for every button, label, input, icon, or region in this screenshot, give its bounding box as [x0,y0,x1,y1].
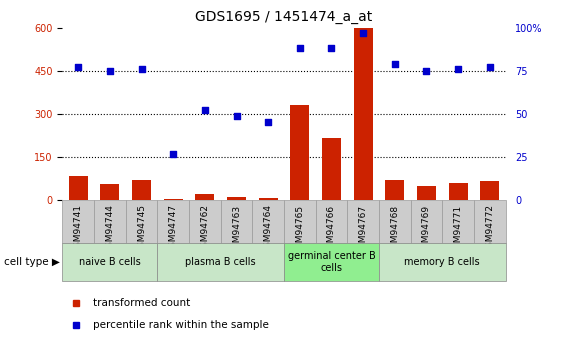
Bar [290,105,310,200]
Bar [94,200,126,243]
Bar [379,200,411,243]
Point [390,61,399,67]
Bar [132,180,151,200]
Point [358,30,367,36]
Bar [480,181,499,200]
Text: GSM94744: GSM94744 [106,204,114,253]
Text: GSM94762: GSM94762 [201,204,210,254]
Point [201,108,210,113]
Point [106,68,115,73]
Bar [385,180,404,200]
Text: cell type ▶: cell type ▶ [4,257,60,267]
Title: GDS1695 / 1451474_a_at: GDS1695 / 1451474_a_at [195,10,373,24]
Point [295,46,304,51]
Bar [189,200,221,243]
Bar [164,199,183,200]
Text: GSM94772: GSM94772 [485,204,494,254]
Bar [157,200,189,243]
Text: plasma B cells: plasma B cells [185,257,256,267]
Point [264,120,273,125]
Bar [449,183,467,200]
Point [327,46,336,51]
Bar [417,186,436,200]
Point [74,65,83,70]
Text: GSM94768: GSM94768 [390,204,399,254]
Bar [69,176,88,200]
Bar [157,243,284,281]
Text: GSM94771: GSM94771 [454,204,462,254]
Text: GSM94745: GSM94745 [137,204,146,254]
Text: GSM94747: GSM94747 [169,204,178,254]
Bar [411,200,442,243]
Point [137,66,146,72]
Text: transformed count: transformed count [94,298,191,308]
Bar [227,197,246,200]
Bar [221,200,252,243]
Text: GSM94741: GSM94741 [74,204,83,254]
Text: GSM94767: GSM94767 [358,204,367,254]
Text: memory B cells: memory B cells [404,257,480,267]
Text: GSM94766: GSM94766 [327,204,336,254]
Bar [316,200,347,243]
Bar [474,200,506,243]
Bar [284,200,316,243]
Text: GSM94765: GSM94765 [295,204,304,254]
Bar [258,198,278,200]
Bar [195,194,214,200]
Bar [62,243,157,281]
Point [485,65,494,70]
Point [453,66,462,72]
Bar [252,200,284,243]
Point [422,68,431,73]
Bar [62,200,94,243]
Text: naive B cells: naive B cells [79,257,141,267]
Point [232,113,241,118]
Bar [379,243,506,281]
Bar [126,200,157,243]
Point [169,151,178,156]
Bar [442,200,474,243]
Bar [284,243,379,281]
Text: GSM94763: GSM94763 [232,204,241,254]
Text: germinal center B
cells: germinal center B cells [287,252,375,273]
Bar [354,28,373,200]
Text: percentile rank within the sample: percentile rank within the sample [94,319,269,329]
Text: GSM94764: GSM94764 [264,204,273,254]
Text: GSM94769: GSM94769 [422,204,431,254]
Bar [347,200,379,243]
Bar [322,138,341,200]
Bar [101,184,119,200]
